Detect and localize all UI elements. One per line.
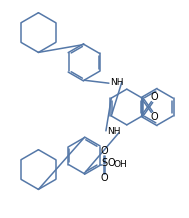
Text: O: O bbox=[101, 174, 108, 184]
Text: O: O bbox=[150, 92, 158, 102]
Text: OH: OH bbox=[113, 160, 127, 169]
Text: O: O bbox=[101, 146, 108, 156]
Text: O: O bbox=[150, 112, 158, 122]
Text: O: O bbox=[108, 158, 115, 168]
Text: NH: NH bbox=[110, 78, 123, 87]
Text: S: S bbox=[101, 158, 108, 168]
Text: NH: NH bbox=[107, 127, 120, 136]
